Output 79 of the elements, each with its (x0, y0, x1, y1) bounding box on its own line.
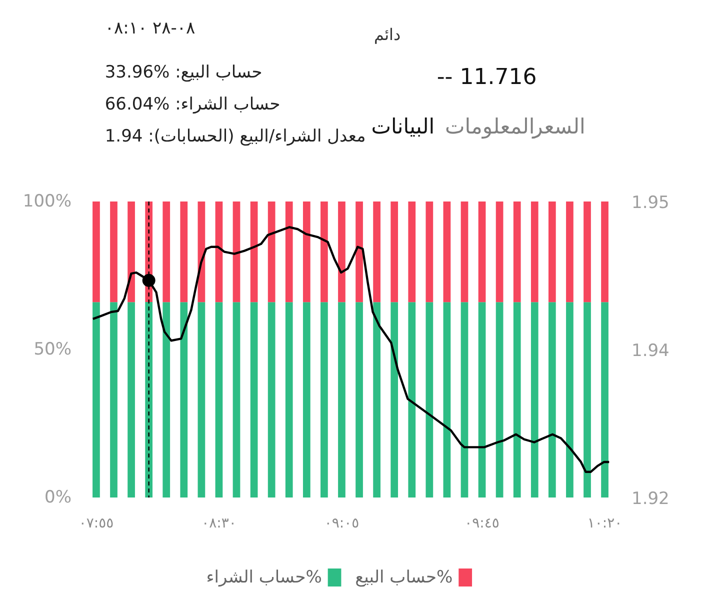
bar (338, 202, 346, 302)
bar (302, 202, 310, 302)
bar (530, 202, 538, 302)
bar (496, 302, 504, 498)
bar (110, 302, 118, 498)
bar (198, 302, 206, 498)
text: البيانات (371, 114, 435, 138)
text: حساب البيع: %33.96 (104, 62, 262, 82)
y-tick-label: 100% (22, 192, 72, 212)
bar (566, 302, 574, 498)
x-tick-label: ٠٩:٠٥ (324, 516, 360, 532)
bar (513, 302, 521, 498)
y-tick-label: 0% (44, 488, 72, 508)
bar (548, 202, 556, 302)
bar (110, 202, 118, 302)
bar (460, 302, 468, 498)
bar (601, 302, 608, 498)
bar (320, 202, 328, 302)
bar (180, 202, 188, 302)
bar (92, 302, 100, 498)
text: دائم (374, 25, 401, 44)
bar (426, 202, 434, 302)
bar (250, 202, 258, 302)
bar (268, 202, 276, 302)
legend-label: حساب الشراء% (206, 568, 322, 588)
bar (426, 302, 434, 498)
bar (128, 302, 135, 498)
bar (460, 202, 468, 302)
bar (285, 302, 293, 498)
x-tick-label: ٠٩:٤٥ (464, 516, 500, 532)
bar (92, 202, 100, 302)
bar (408, 202, 416, 302)
bar (584, 202, 591, 302)
bar (373, 202, 380, 302)
line-series (92, 226, 610, 473)
y-tick-label: 50% (34, 340, 72, 360)
bar (215, 302, 223, 498)
bar (128, 202, 135, 302)
y2-tick-label: 1.92 (632, 489, 670, 509)
bar (443, 202, 451, 302)
bar (478, 202, 486, 302)
bar (268, 302, 276, 498)
x-tick-label: ١٠:٢٠ (587, 516, 622, 532)
y2-tick-label: 1.95 (632, 193, 670, 213)
bar (408, 302, 416, 498)
bar (601, 202, 608, 302)
text: معدل الشراء/البيع (الحسابات): 1.94 (104, 126, 366, 146)
bar (232, 202, 240, 302)
bar (513, 202, 521, 302)
bar (162, 202, 170, 302)
bar (250, 302, 258, 498)
bar (180, 302, 188, 498)
bar (162, 302, 170, 498)
bar (390, 302, 398, 498)
bar (566, 202, 574, 302)
text: السعر (532, 114, 586, 140)
bar (530, 302, 538, 498)
bar (496, 202, 504, 302)
bar (390, 202, 398, 302)
bar (584, 302, 591, 498)
x-tick-label: ٠٧:٥٥ (78, 516, 114, 532)
bar (285, 202, 293, 302)
bar (215, 202, 223, 302)
bar (302, 302, 310, 498)
bar (443, 302, 451, 498)
bar (478, 302, 486, 498)
bar (338, 302, 346, 498)
y2-tick-label: 1.94 (632, 341, 670, 361)
x-tick-label: ٠٨:٣٠ (202, 516, 236, 532)
bar (373, 302, 380, 498)
text: حساب الشراء: %66.04 (104, 94, 280, 114)
text: ٠٨-٢٨ ٠٨:١٠ (104, 18, 196, 38)
bar (356, 202, 363, 302)
bar (548, 302, 556, 498)
bar (356, 302, 363, 498)
bar (320, 302, 328, 498)
legend-label: حساب البيع% (355, 568, 453, 588)
bar (232, 302, 240, 498)
text: -- 11.716 (436, 65, 537, 90)
